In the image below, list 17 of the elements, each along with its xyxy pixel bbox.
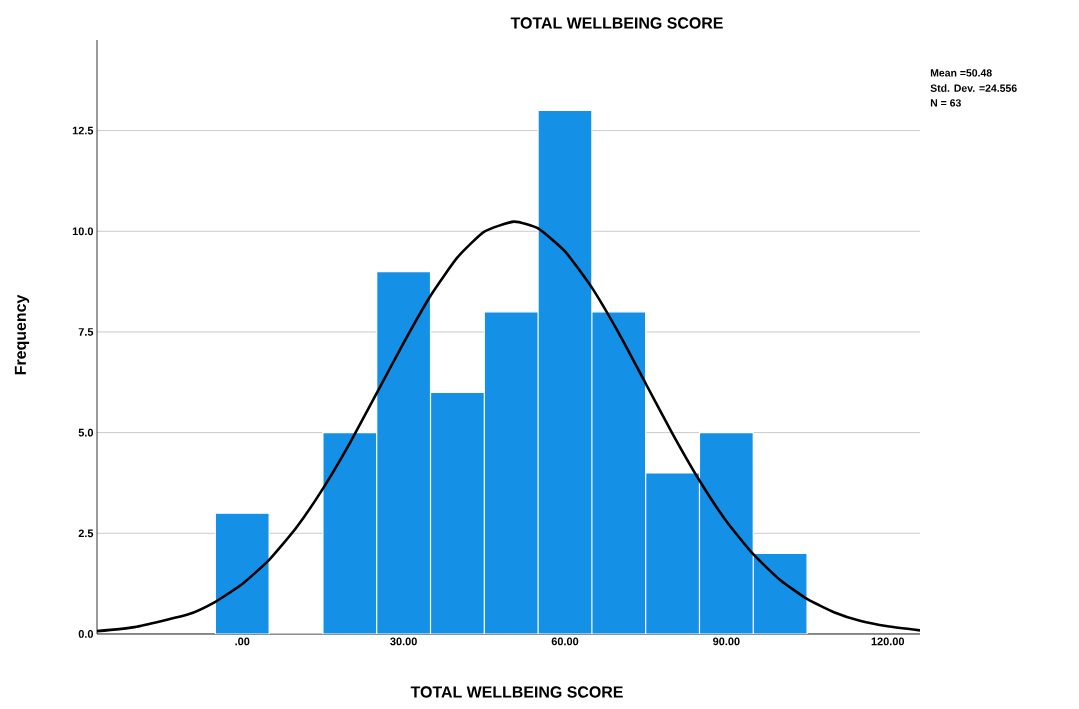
chart-title: TOTAL WELLBEING SCORE	[510, 17, 723, 29]
text: Mean =50.48	[930, 69, 992, 77]
y-tick-label: 7.5	[78, 328, 94, 336]
text: N = 63	[930, 99, 961, 107]
y-tick-label: 2.5	[78, 529, 94, 538]
x-tick-label: 60.00	[551, 637, 579, 646]
x-axis-title: TOTAL WELLBEING SCORE	[410, 686, 623, 698]
x-tick-label: .00	[235, 637, 250, 646]
x-tick-label: 30.00	[390, 637, 417, 646]
x-tick-label: 90.00	[713, 637, 740, 646]
y-tick-label: 10.0	[72, 227, 94, 236]
y-tick-label: 0.0	[78, 630, 94, 638]
x-tick-label: 120.00	[871, 637, 905, 646]
text: Std. Dev. =24.556	[930, 84, 1017, 92]
y-axis-title: Frequency	[14, 294, 30, 375]
y-tick-label: 5.0	[78, 428, 94, 437]
y-tick-label: 12.5	[72, 126, 94, 135]
